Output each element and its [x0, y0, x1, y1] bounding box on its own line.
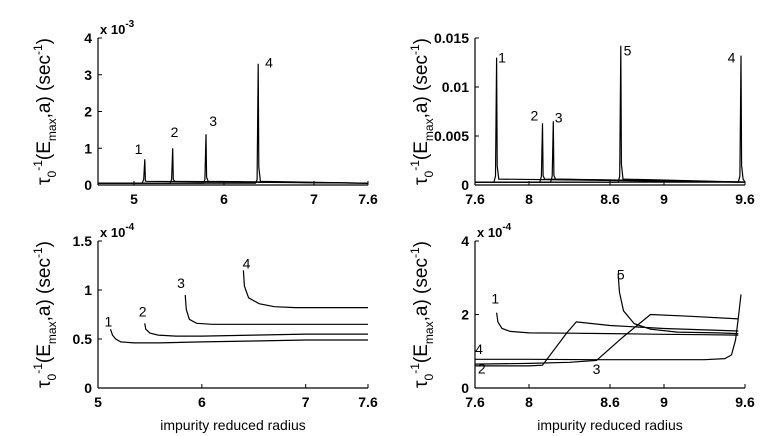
series-label: 2	[171, 124, 179, 140]
y-tick-label: 4	[461, 233, 469, 249]
series-label: 2	[531, 107, 539, 123]
x-tick-label: 9	[660, 191, 668, 207]
x-tick-label: 8.6	[600, 191, 620, 207]
y-axis-label: τ0-1(Emax,a) (sec-1)	[31, 38, 59, 185]
series-label: 4	[475, 341, 483, 357]
series-label: 1	[104, 313, 112, 329]
y-tick-label: 0.005	[434, 128, 469, 144]
y-tick-label: 1.5	[73, 233, 93, 249]
series-label: 3	[209, 113, 217, 129]
exponent-label: x 10-4	[477, 222, 512, 240]
series-label: 4	[243, 255, 251, 271]
series-2-line	[475, 123, 746, 183]
y-tick-label: 2	[461, 307, 469, 323]
x-tick-label: 6	[220, 191, 228, 207]
x-tick-label: 9.6	[735, 191, 755, 207]
series-1-line	[496, 312, 739, 336]
series-label: 2	[478, 360, 486, 376]
x-tick-label: 5	[94, 394, 102, 410]
series-2-line	[475, 321, 739, 367]
x-tick-label: 9.6	[735, 394, 755, 410]
x-tick-label: 8	[525, 394, 533, 410]
series-label: 3	[177, 275, 185, 291]
series-1-line	[475, 57, 746, 183]
series-4-line	[98, 63, 369, 184]
series-label: 4	[265, 54, 273, 70]
x-axis-label: impurity reduced radius	[160, 417, 306, 433]
y-tick-label: 0.015	[434, 30, 469, 46]
x-tick-label: 7	[310, 191, 318, 207]
series-label: 2	[139, 303, 147, 319]
series-4-line	[475, 294, 742, 361]
series-label: 4	[728, 50, 736, 66]
y-tick-label: 1	[84, 282, 92, 298]
x-tick-label: 7.6	[465, 394, 485, 410]
y-tick-label: 2	[84, 104, 92, 120]
y-axis-label: τ0-1(Emax,a) (sec-1)	[408, 38, 436, 185]
y-axis-label: τ0-1(Emax,a) (sec-1)	[408, 241, 436, 388]
x-tick-label: 7	[302, 394, 310, 410]
x-axis-label: impurity reduced radius	[537, 417, 683, 433]
series-1-line	[98, 159, 369, 184]
series-4-line	[475, 55, 746, 183]
panel-top-right: 0 0.005 0.01 0.015 7.6 8 8.6 9 9.6 τ0-1(Emax,a) (…	[408, 30, 755, 207]
series-label: 1	[135, 141, 143, 157]
y-tick-label: 0	[461, 177, 469, 193]
exponent-label: x 10-4	[100, 222, 135, 240]
panel-top-left: 0 1 2 3 4 5 6 7 7.6 x 10-3 τ0-1(Emax,a) (sec-1) 1 2 3…	[31, 19, 378, 207]
series-label: 1	[491, 290, 499, 306]
panel-bottom-left: 0 0.5 1 1.5 5 6 7 7.6 x 10-4 τ0-1(Emax,a) (sec-1)…	[31, 222, 378, 433]
series-3-line	[184, 294, 368, 325]
series-label: 3	[593, 361, 601, 377]
y-axis-label: τ0-1(Emax,a) (sec-1)	[31, 241, 59, 388]
series-5-line	[475, 45, 746, 183]
x-tick-label: 7.6	[358, 191, 378, 207]
y-tick-label: 0	[84, 177, 92, 193]
series-3-line	[475, 121, 746, 183]
y-tick-label: 1	[84, 140, 92, 156]
y-tick-label: 0	[461, 380, 469, 396]
series-2-line	[144, 323, 368, 337]
x-tick-label: 7.6	[358, 394, 378, 410]
series-label: 3	[555, 109, 563, 125]
x-tick-label: 6	[198, 394, 206, 410]
y-tick-label: 4	[84, 30, 92, 46]
series-5-line	[617, 274, 739, 335]
x-tick-label: 5	[130, 191, 138, 207]
y-tick-label: 0	[84, 380, 92, 396]
series-4-line	[242, 270, 368, 309]
series-1-line	[109, 329, 368, 344]
y-tick-label: 0.5	[73, 331, 93, 347]
series-3-line	[474, 313, 739, 365]
series-label: 1	[498, 50, 506, 66]
exponent-label: x 10-3	[100, 19, 135, 37]
y-tick-label: 0.01	[442, 79, 469, 95]
x-tick-label: 7.6	[465, 191, 485, 207]
x-tick-label: 9	[660, 394, 668, 410]
series-label: 5	[617, 267, 625, 283]
x-tick-label: 8	[525, 191, 533, 207]
x-tick-label: 8.6	[600, 394, 620, 410]
series-label: 5	[624, 43, 632, 59]
y-tick-label: 3	[84, 67, 92, 83]
